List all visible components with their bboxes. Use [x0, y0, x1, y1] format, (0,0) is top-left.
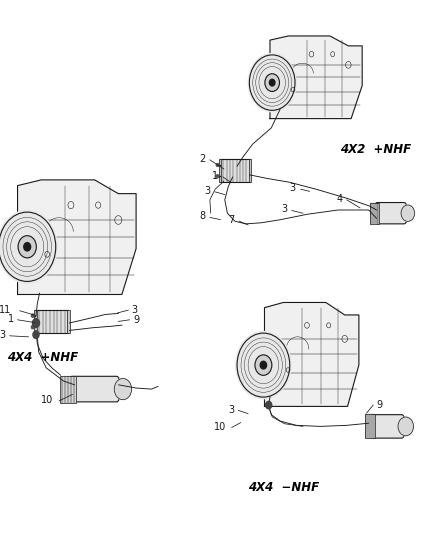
Circle shape: [264, 74, 279, 92]
FancyBboxPatch shape: [370, 415, 403, 438]
Circle shape: [269, 79, 274, 86]
Text: 4X4  −NHF: 4X4 −NHF: [247, 481, 318, 494]
FancyBboxPatch shape: [374, 203, 406, 224]
Circle shape: [0, 211, 57, 283]
Bar: [67, 310, 69, 333]
Circle shape: [32, 319, 39, 327]
Text: 7: 7: [228, 215, 234, 225]
FancyBboxPatch shape: [17, 217, 28, 253]
Text: 3: 3: [280, 205, 286, 214]
Polygon shape: [18, 180, 136, 294]
Bar: [364, 415, 374, 438]
Text: 3: 3: [227, 405, 233, 415]
Text: 10: 10: [41, 395, 53, 405]
Text: 4X2  +NHF: 4X2 +NHF: [339, 143, 410, 156]
Text: 1: 1: [212, 171, 218, 181]
Text: 3: 3: [289, 183, 295, 192]
Bar: [60, 376, 75, 402]
Text: 4: 4: [336, 194, 342, 204]
Text: 8: 8: [198, 212, 205, 221]
FancyBboxPatch shape: [262, 58, 272, 88]
Circle shape: [235, 332, 290, 399]
Circle shape: [33, 331, 39, 338]
Text: 3: 3: [204, 186, 210, 196]
Circle shape: [400, 205, 413, 221]
Circle shape: [254, 355, 271, 375]
Circle shape: [24, 243, 31, 251]
Bar: [369, 203, 378, 224]
Circle shape: [216, 164, 218, 166]
Polygon shape: [269, 36, 361, 119]
Circle shape: [397, 417, 413, 436]
Circle shape: [265, 401, 271, 409]
Text: 4X4  +NHF: 4X4 +NHF: [7, 351, 78, 364]
Circle shape: [114, 378, 131, 400]
Circle shape: [18, 236, 36, 258]
Text: 9: 9: [133, 315, 139, 325]
Bar: [248, 159, 251, 182]
Text: 11: 11: [0, 305, 11, 315]
Text: 3: 3: [0, 330, 6, 340]
Polygon shape: [264, 303, 358, 406]
Circle shape: [216, 175, 218, 177]
FancyBboxPatch shape: [253, 337, 263, 371]
Text: 10: 10: [213, 422, 226, 432]
Circle shape: [260, 361, 266, 369]
Circle shape: [31, 326, 34, 329]
Circle shape: [247, 53, 296, 112]
Bar: [35, 310, 68, 333]
Text: 3: 3: [131, 305, 138, 315]
Text: 2: 2: [199, 154, 205, 164]
Bar: [219, 159, 249, 182]
Text: 9: 9: [376, 400, 382, 410]
Text: 1: 1: [7, 314, 14, 324]
Circle shape: [31, 314, 34, 317]
Bar: [218, 159, 221, 182]
FancyBboxPatch shape: [70, 376, 119, 402]
Bar: [34, 310, 36, 333]
